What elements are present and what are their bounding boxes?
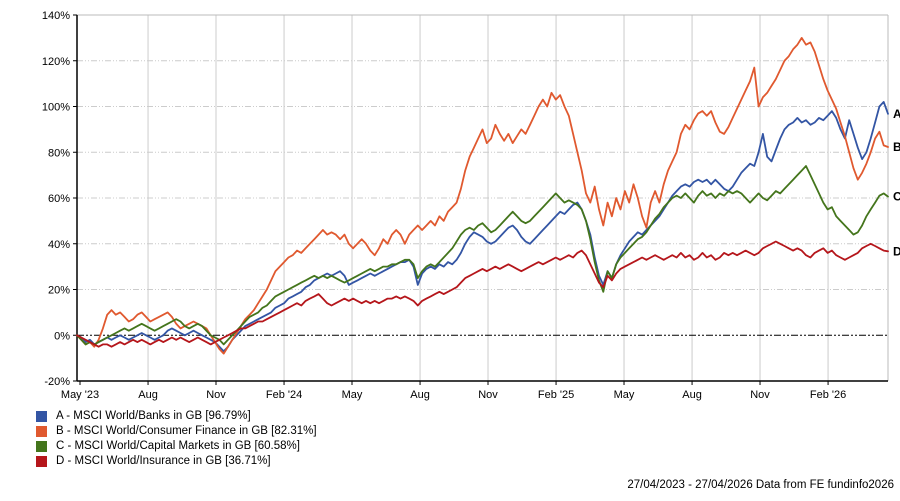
y-tick-label: 80%: [48, 147, 70, 159]
series-line-c: [76, 165, 889, 346]
legend-item-b: B - MSCI World/Consumer Finance in GB [8…: [36, 424, 317, 439]
x-tick-label: May '23: [61, 389, 99, 401]
series-line-d: [76, 240, 889, 348]
legend-item-d: D - MSCI World/Insurance in GB [36.71%]: [36, 454, 317, 469]
date-range-footer: 27/04/2023 - 27/04/2026 Data from FE fun…: [627, 479, 894, 491]
y-tick-label: 120%: [42, 56, 70, 68]
x-tick-label: May: [342, 389, 363, 401]
series-end-label-b: B: [893, 140, 900, 154]
x-tick-label: Nov: [478, 389, 498, 401]
y-tick-label: 40%: [48, 239, 70, 251]
y-tick-label: 60%: [48, 193, 70, 205]
legend-label-d: D - MSCI World/Insurance in GB [36.71%]: [56, 455, 271, 467]
x-tick-label: May: [614, 389, 635, 401]
series-d-swatch-icon: [36, 456, 47, 467]
y-tick-label: 100%: [42, 102, 70, 114]
series-a-swatch-icon: [36, 411, 47, 422]
x-tick-label: Feb '26: [810, 389, 846, 401]
x-tick-label: Feb '25: [538, 389, 574, 401]
chart-svg: 140% 120% 100% 80% 60% 40% 20% 0% -20%May '23 Aug…: [42, 10, 900, 401]
legend-label-c: C - MSCI World/Capital Markets in GB [60…: [56, 440, 300, 452]
y-tick-label: -20%: [44, 376, 70, 388]
y-tick-label: 20%: [48, 285, 70, 297]
series-b-swatch-icon: [36, 426, 47, 437]
legend-item-a: A - MSCI World/Banks in GB [96.79%]: [36, 409, 317, 424]
y-tick-label: 0%: [54, 330, 70, 342]
x-tick-label: Aug: [410, 389, 430, 401]
series-end-label-c: C: [893, 190, 900, 204]
x-tick-label: Nov: [750, 389, 770, 401]
x-tick-label: Feb '24: [266, 389, 302, 401]
y-tick-label: 140%: [42, 10, 70, 22]
x-tick-label: Aug: [682, 389, 702, 401]
series-c-swatch-icon: [36, 441, 47, 452]
x-tick-label: Nov: [206, 389, 226, 401]
x-tick-label: Aug: [138, 389, 158, 401]
chart-legend: A - MSCI World/Banks in GB [96.79%] B - …: [36, 409, 317, 469]
series-end-label-d: D: [893, 244, 900, 258]
series-end-label-a: A: [893, 107, 900, 121]
legend-label-a: A - MSCI World/Banks in GB [96.79%]: [56, 410, 251, 422]
series-line-a: [76, 101, 889, 353]
legend-label-b: B - MSCI World/Consumer Finance in GB [8…: [56, 425, 317, 437]
legend-item-c: C - MSCI World/Capital Markets in GB [60…: [36, 439, 317, 454]
series-line-b: [76, 37, 889, 355]
